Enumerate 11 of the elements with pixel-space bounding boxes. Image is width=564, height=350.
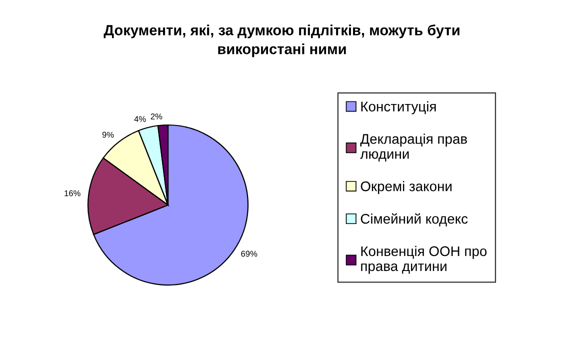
legend-label: Конвенція ООН про права дитини (361, 246, 487, 274)
legend-label: Окремі закони (360, 181, 452, 194)
legend-label: Декларація прав людини (360, 134, 467, 162)
legend-label: Конституція (361, 101, 436, 114)
data-label: 16% (64, 190, 80, 196)
chart-title: Документи, які, за думкою підлітків, можуть бути використані ними (104, 24, 460, 58)
data-label: 9% (102, 132, 114, 138)
legend-label: Сімейний кодекс (360, 213, 468, 226)
data-label: 69% (241, 250, 258, 257)
data-label: 2% (150, 114, 162, 120)
data-label: 4% (134, 116, 146, 122)
